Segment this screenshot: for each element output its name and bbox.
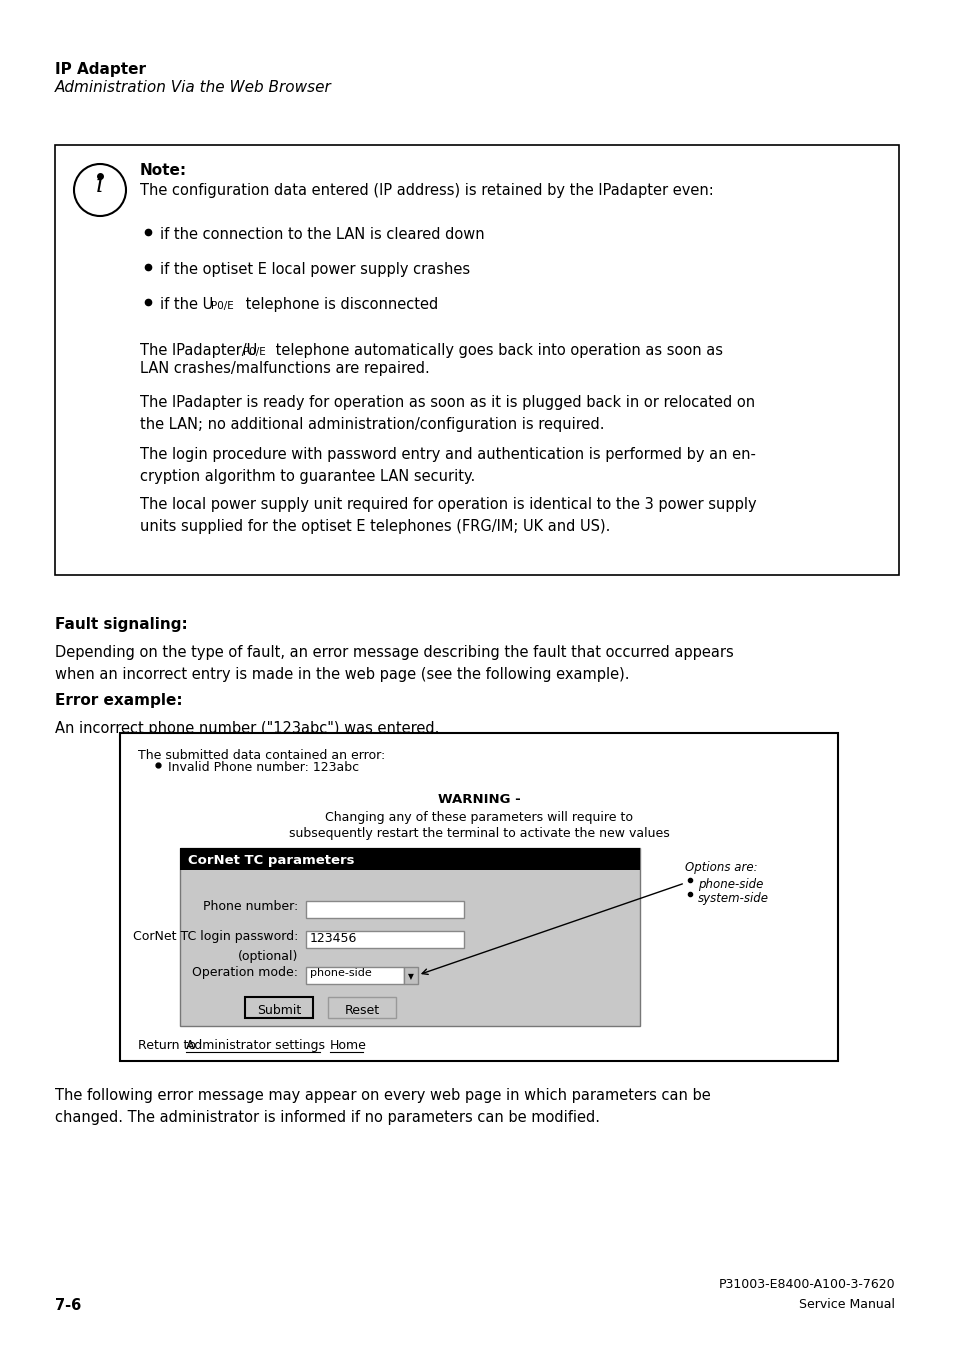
Circle shape [75, 165, 125, 215]
Text: Operation mode:: Operation mode: [192, 966, 297, 979]
Text: The local power supply unit required for operation is identical to the 3 power s: The local power supply unit required for… [140, 497, 756, 534]
Text: Invalid Phone number: 123abc: Invalid Phone number: 123abc [168, 761, 358, 774]
Text: i: i [96, 173, 104, 196]
Text: WARNING -: WARNING - [437, 793, 519, 807]
Text: IP Adapter: IP Adapter [55, 62, 146, 77]
FancyBboxPatch shape [306, 967, 403, 984]
Text: Changing any of these parameters will require to: Changing any of these parameters will re… [325, 811, 633, 824]
Text: 7-6: 7-6 [55, 1298, 81, 1313]
Text: Administration Via the Web Browser: Administration Via the Web Browser [55, 80, 332, 95]
Text: if the U: if the U [160, 297, 213, 312]
Text: Return to: Return to [138, 1039, 200, 1052]
Text: Service Manual: Service Manual [799, 1298, 894, 1310]
Text: Submit: Submit [256, 1004, 301, 1017]
Text: P0/E: P0/E [211, 301, 233, 311]
Text: subsequently restart the terminal to activate the new values: subsequently restart the terminal to act… [289, 827, 669, 840]
Text: The IPadapter/U: The IPadapter/U [140, 343, 257, 358]
FancyBboxPatch shape [306, 931, 463, 948]
FancyBboxPatch shape [245, 997, 313, 1019]
Text: system-side: system-side [698, 892, 768, 905]
Text: Depending on the type of fault, an error message describing the fault that occur: Depending on the type of fault, an error… [55, 644, 733, 682]
Text: The configuration data entered (IP address) is retained by the IPadapter even:: The configuration data entered (IP addre… [140, 182, 713, 199]
Text: LAN crashes/malfunctions are repaired.: LAN crashes/malfunctions are repaired. [140, 361, 429, 376]
Text: if the connection to the LAN is cleared down: if the connection to the LAN is cleared … [160, 227, 484, 242]
Text: The submitted data contained an error:: The submitted data contained an error: [138, 748, 385, 762]
Text: Options are:: Options are: [684, 861, 757, 874]
Text: ▼: ▼ [408, 971, 414, 981]
Text: Error example:: Error example: [55, 693, 182, 708]
Text: telephone automatically goes back into operation as soon as: telephone automatically goes back into o… [271, 343, 722, 358]
Text: The following error message may appear on every web page in which parameters can: The following error message may appear o… [55, 1088, 710, 1124]
FancyBboxPatch shape [328, 997, 395, 1019]
Text: The login procedure with password entry and authentication is performed by an en: The login procedure with password entry … [140, 447, 755, 484]
Text: (optional): (optional) [237, 950, 297, 963]
Text: Phone number:: Phone number: [203, 900, 297, 913]
Text: Note:: Note: [140, 163, 187, 178]
FancyBboxPatch shape [180, 848, 639, 870]
Text: if the optiset E local power supply crashes: if the optiset E local power supply cras… [160, 262, 470, 277]
FancyBboxPatch shape [403, 967, 417, 984]
FancyBboxPatch shape [55, 145, 898, 576]
Text: Administrator settings: Administrator settings [186, 1039, 325, 1052]
Text: CorNet TC parameters: CorNet TC parameters [188, 854, 355, 867]
Text: CorNet TC login password:: CorNet TC login password: [132, 929, 297, 943]
Text: phone-side: phone-side [698, 878, 762, 892]
Text: P0/E: P0/E [243, 347, 266, 357]
Text: Fault signaling:: Fault signaling: [55, 617, 188, 632]
Text: telephone is disconnected: telephone is disconnected [241, 297, 437, 312]
Text: An incorrect phone number ("123abc") was entered.: An incorrect phone number ("123abc") was… [55, 721, 439, 736]
FancyBboxPatch shape [180, 848, 639, 1025]
Text: The IPadapter is ready for operation as soon as it is plugged back in or relocat: The IPadapter is ready for operation as … [140, 394, 755, 431]
Text: phone-side: phone-side [310, 969, 372, 978]
Text: Home: Home [330, 1039, 367, 1052]
Text: P31003-E8400-A100-3-7620: P31003-E8400-A100-3-7620 [718, 1278, 894, 1292]
FancyBboxPatch shape [306, 901, 463, 917]
Text: Reset: Reset [344, 1004, 379, 1017]
Text: 123456: 123456 [310, 932, 357, 944]
FancyBboxPatch shape [120, 734, 837, 1061]
